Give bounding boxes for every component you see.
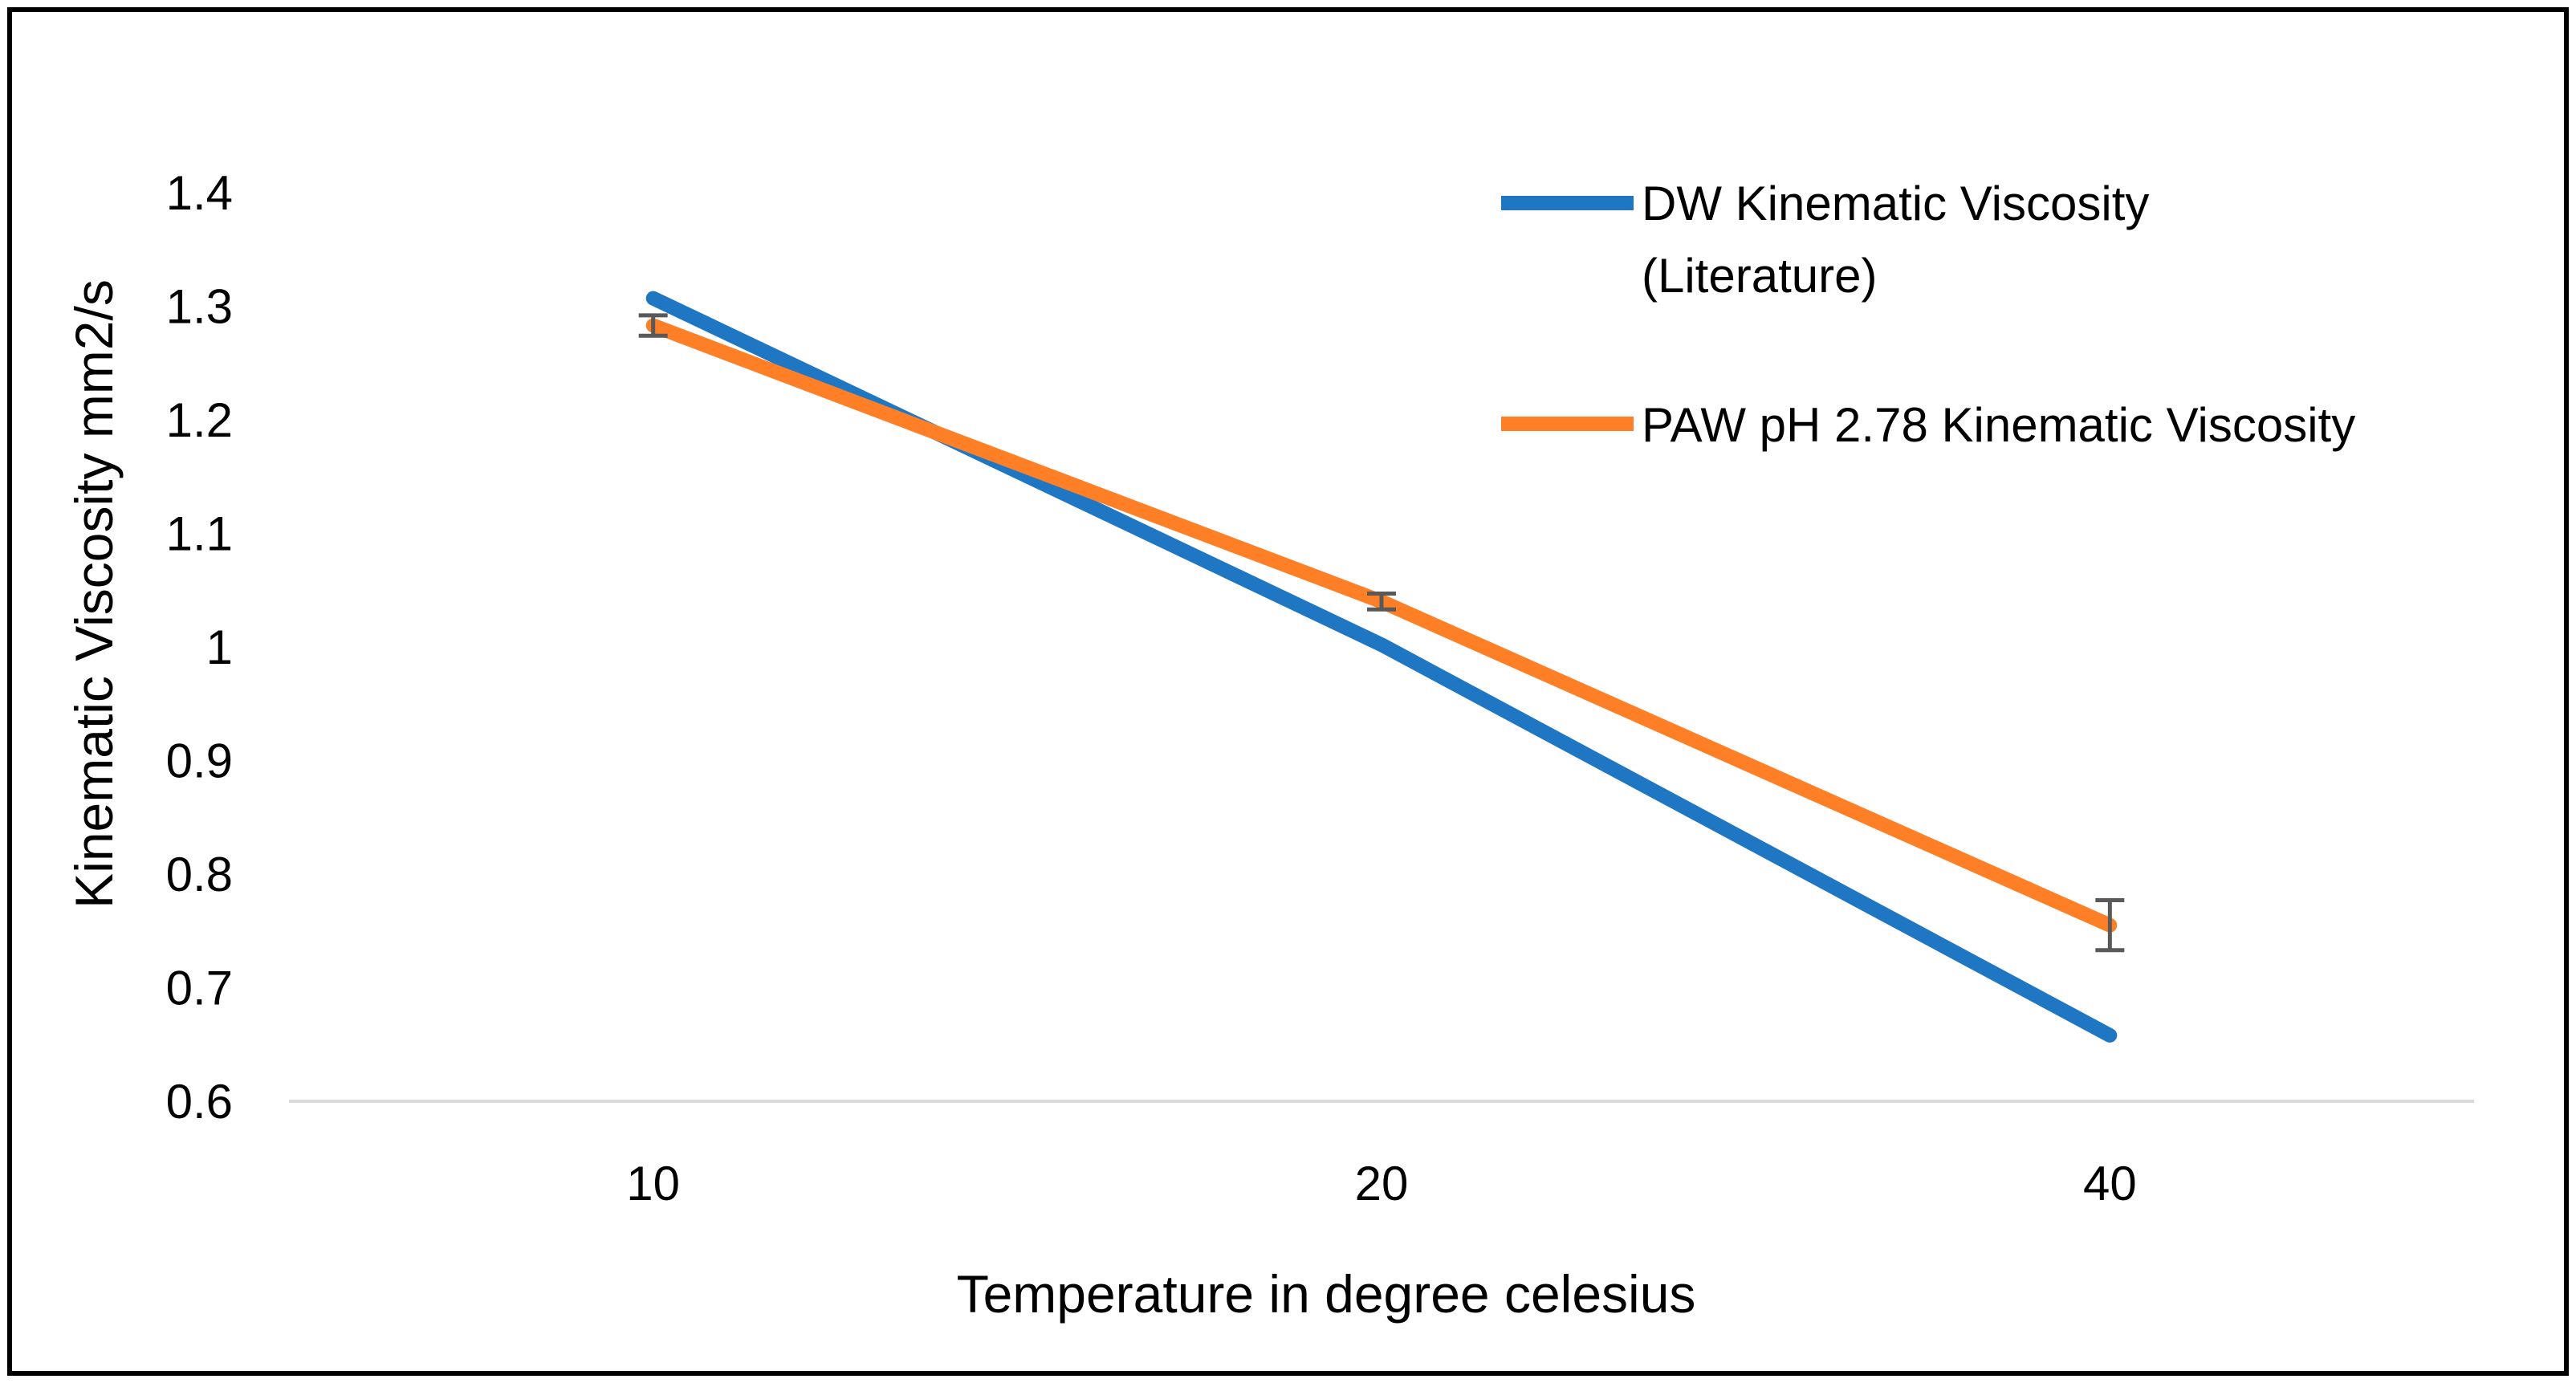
y-tick-label: 0.7 xyxy=(166,962,233,1015)
x-tick-label: 20 xyxy=(1355,1157,1409,1210)
legend-label-dw: DW Kinematic Viscosity xyxy=(1642,177,2149,230)
x-tick-label: 40 xyxy=(2083,1157,2137,1210)
y-tick-label: 0.8 xyxy=(166,848,233,901)
y-tick-label: 1.1 xyxy=(166,507,233,561)
plot-area: 0.6 0.7 0.8 0.9 1 1.1 1.2 1.3 1.4 10 20 40 xyxy=(166,166,2474,1210)
data-point xyxy=(2109,1034,2111,1036)
chart-border xyxy=(7,7,2569,1376)
legend-label-dw-line2: (Literature) xyxy=(1642,249,1877,303)
legend-label-paw: PAW pH 2.78 Kinematic Viscosity xyxy=(1642,398,2355,452)
y-tick-label: 0.6 xyxy=(166,1075,233,1129)
x-tick-label: 10 xyxy=(626,1157,680,1210)
y-axis-title: Kinematic Viscosity mm2/s xyxy=(64,279,124,909)
legend: DW Kinematic Viscosity (Literature) PAW … xyxy=(1501,177,2355,452)
data-point xyxy=(1381,644,1382,646)
x-axis-title: Temperature in degree celesius xyxy=(957,1264,1696,1324)
y-tick-label: 1 xyxy=(206,620,233,674)
data-point xyxy=(652,297,654,299)
y-tick-label: 1.4 xyxy=(166,166,233,220)
y-tick-label: 1.3 xyxy=(166,280,233,334)
y-tick-label: 1.2 xyxy=(166,393,233,447)
y-tick-label: 0.9 xyxy=(166,734,233,788)
